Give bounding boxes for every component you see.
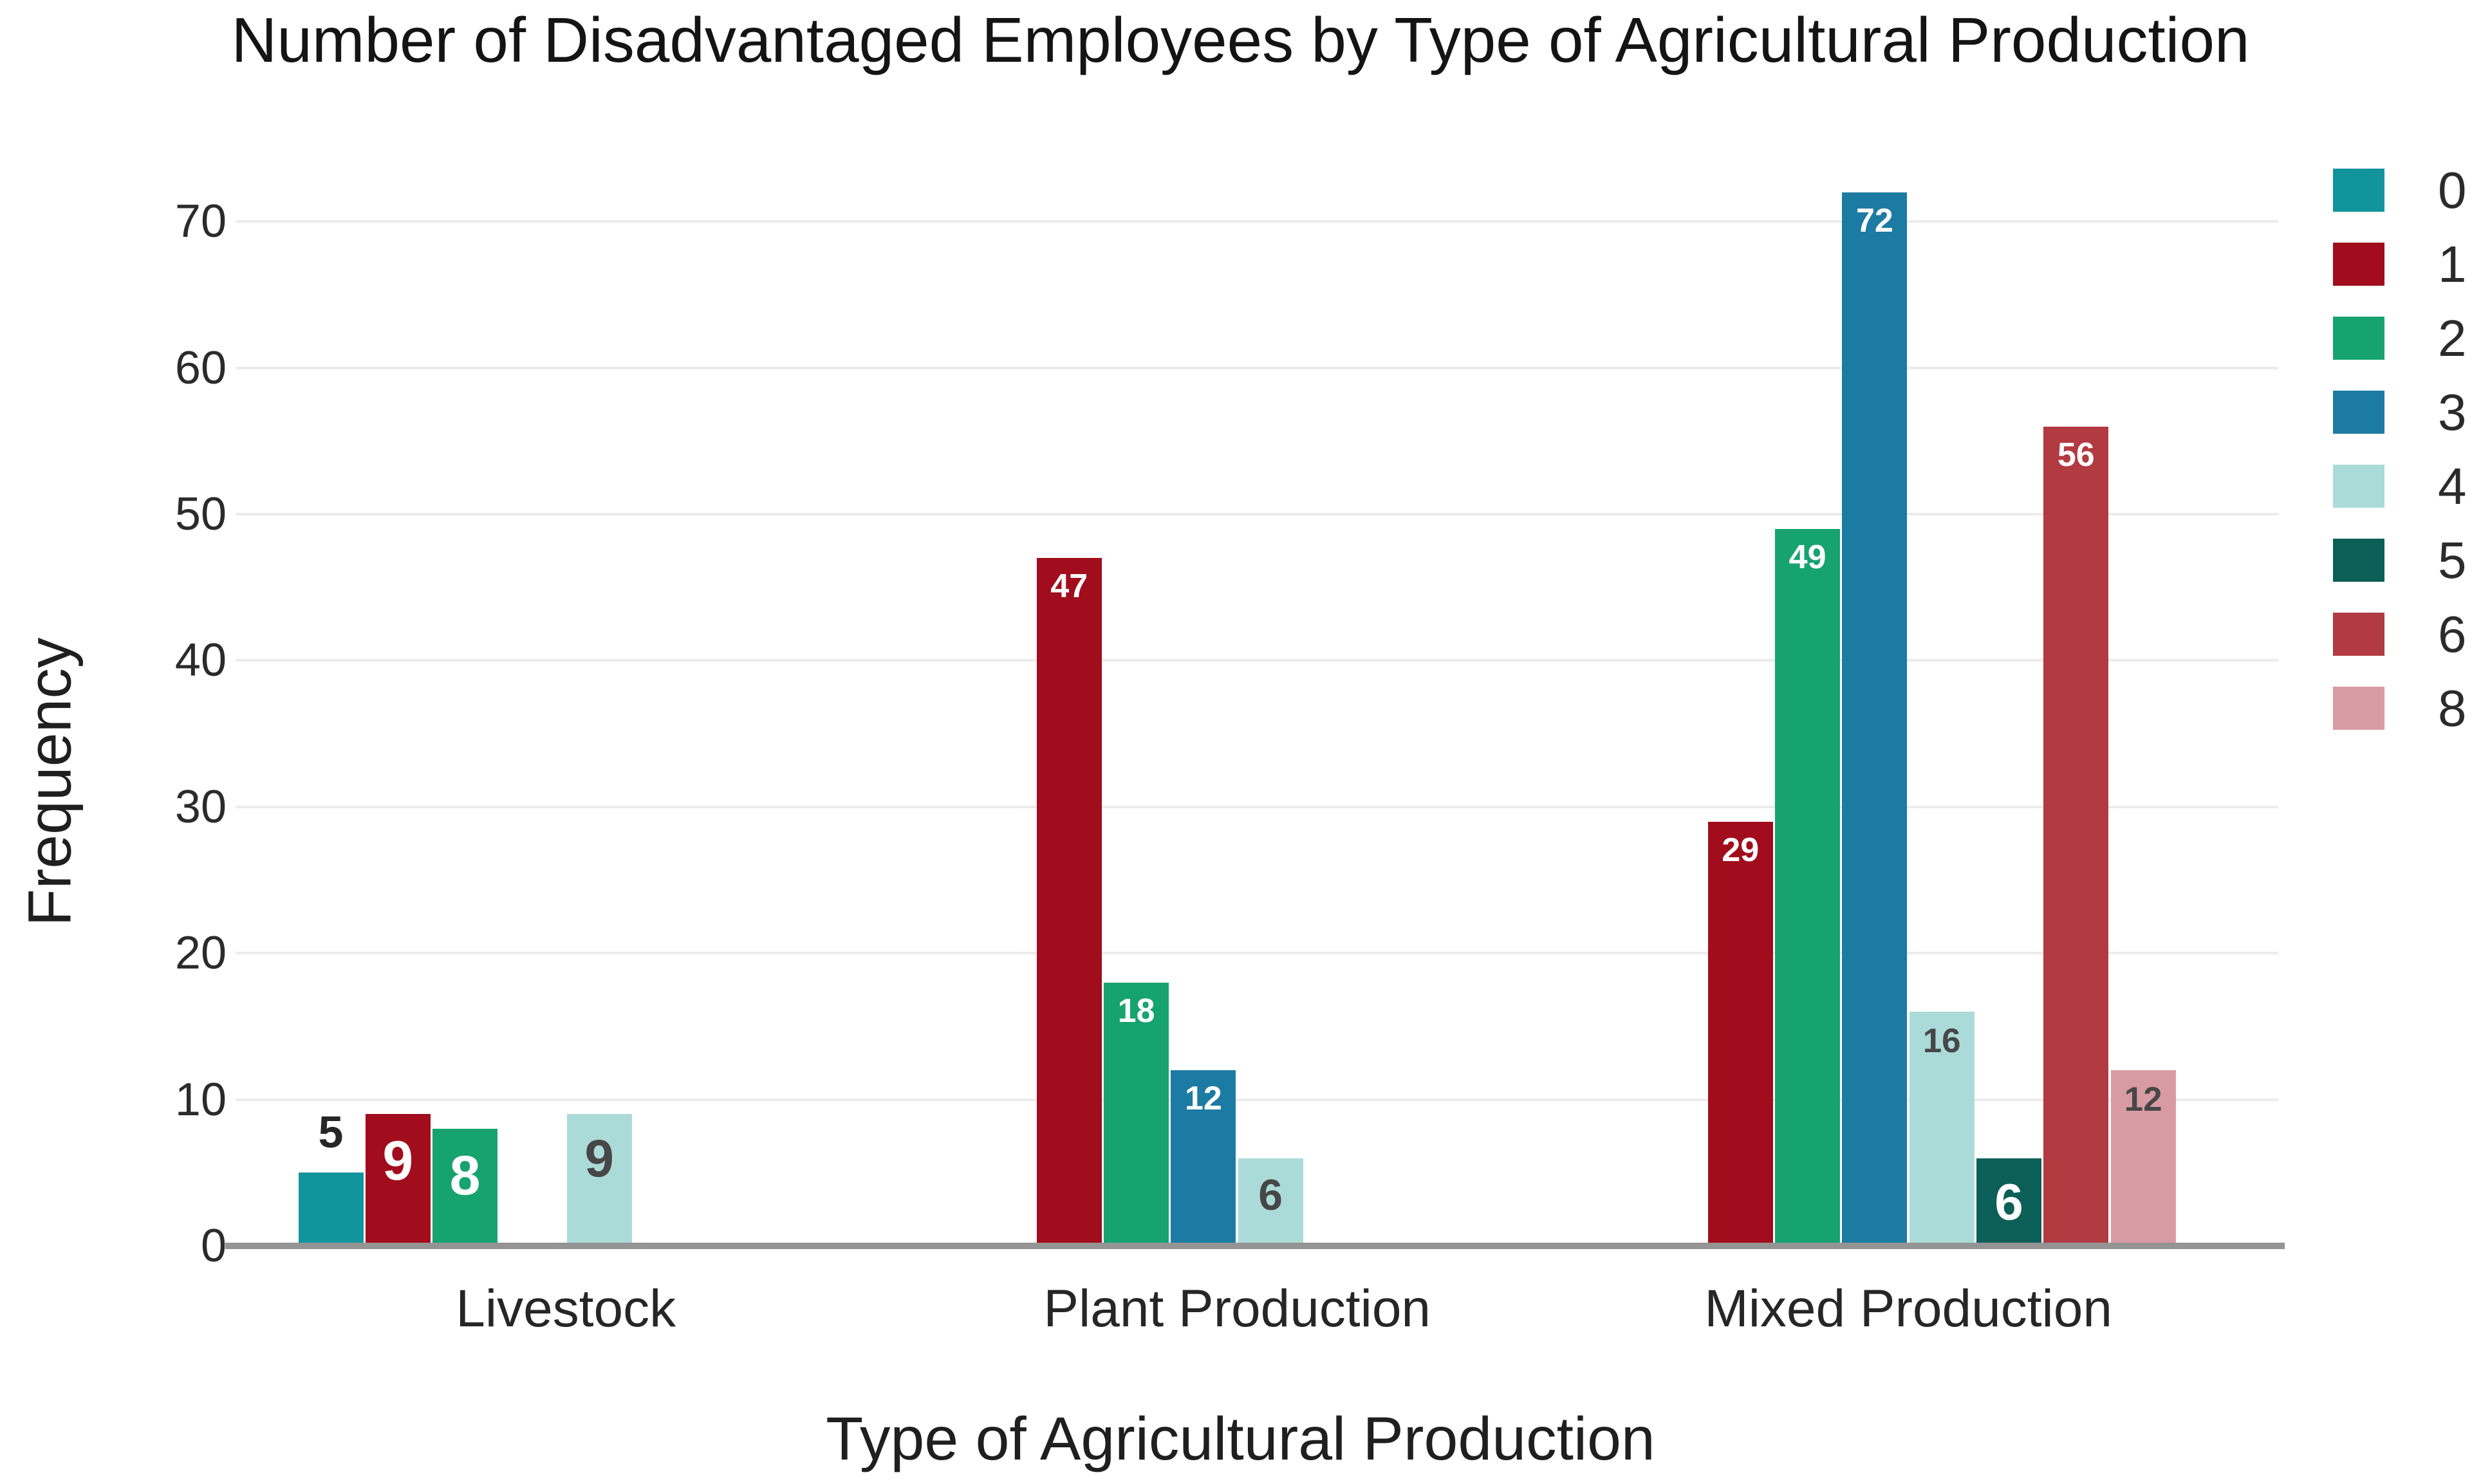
- bar-value-label: 47: [1050, 568, 1088, 606]
- bar-value-label: 18: [1117, 992, 1155, 1030]
- legend-swatch-4: [2333, 465, 2384, 508]
- x-tick-label-mixed-production: Mixed Production: [1704, 1279, 2112, 1338]
- legend-label-6: 6: [2438, 605, 2467, 663]
- legend-label-5: 5: [2438, 531, 2467, 589]
- y-tick-label-20: 20: [174, 927, 227, 979]
- bar-livestock-h2: [432, 1129, 498, 1249]
- bar-mixed-production-h8: [2110, 1070, 2176, 1249]
- bar-mixed-production-h3: [1842, 192, 1908, 1249]
- y-tick-label-60: 60: [174, 342, 227, 394]
- gridline-y40: [236, 659, 2278, 662]
- bar-value-label: 6: [1994, 1173, 2023, 1230]
- bar-value-label: 9: [382, 1130, 414, 1192]
- legend-swatch-8: [2333, 687, 2384, 730]
- legend-label-4: 4: [2438, 457, 2467, 515]
- gridline-y20: [236, 952, 2278, 955]
- legend-label-8: 8: [2438, 679, 2467, 737]
- y-tick-label-70: 70: [174, 196, 227, 248]
- bar-plant-production-h4: [1238, 1158, 1303, 1249]
- bar-mixed-production-h6: [2043, 426, 2109, 1249]
- legend-label-0: 0: [2438, 161, 2467, 219]
- bar-mixed-production-h4: [1909, 1012, 1975, 1249]
- x-axis-title: Type of Agricultural Production: [826, 1405, 1655, 1473]
- legend-swatch-0: [2333, 169, 2384, 212]
- x-axis-line: [225, 1243, 2285, 1249]
- x-tick-label-livestock: Livestock: [456, 1279, 676, 1338]
- bar-mixed-production-h5: [1976, 1158, 2041, 1249]
- legend-label-1: 1: [2438, 235, 2467, 293]
- bar-livestock-h0: [298, 1173, 364, 1249]
- y-tick-label-50: 50: [174, 488, 227, 540]
- legend-label-3: 3: [2438, 383, 2467, 441]
- legend-swatch-6: [2333, 613, 2384, 656]
- bar-value-label: 72: [1855, 201, 1893, 239]
- bar-plant-production-h2: [1104, 982, 1169, 1249]
- legend-label-2: 2: [2438, 309, 2467, 367]
- bar-value-label: 49: [1789, 538, 1826, 576]
- bar-value-label: 6: [1258, 1171, 1283, 1220]
- bar-livestock-h1: [365, 1114, 431, 1249]
- bar-livestock-h4: [566, 1114, 632, 1249]
- bar-value-label: 12: [2124, 1080, 2162, 1118]
- legend-swatch-1: [2333, 243, 2384, 286]
- y-tick-label-10: 10: [174, 1073, 227, 1126]
- y-tick-label-0: 0: [200, 1220, 227, 1272]
- gridline-y60: [236, 366, 2278, 369]
- legend-swatch-5: [2333, 539, 2384, 582]
- legend-swatch-3: [2333, 391, 2384, 434]
- bar-value-label: 16: [1922, 1021, 1961, 1060]
- chart-title: Number of Disadvantaged Employees by Typ…: [231, 5, 2250, 75]
- bar-value-label: 8: [449, 1145, 481, 1207]
- y-tick-label-40: 40: [174, 635, 227, 687]
- x-tick-label-plant-production: Plant Production: [1043, 1279, 1431, 1338]
- gridline-y50: [236, 513, 2278, 515]
- bar-value-label: 56: [2057, 436, 2095, 474]
- bar-value-label: 12: [1184, 1080, 1222, 1118]
- bar-plant-production-h1: [1036, 558, 1102, 1249]
- bar-mixed-production-h2: [1775, 528, 1841, 1249]
- gridline-y30: [236, 805, 2278, 808]
- bar-value-label: 29: [1722, 831, 1760, 869]
- bar-value-label: 5: [318, 1107, 344, 1158]
- legend-swatch-2: [2333, 317, 2384, 360]
- y-tick-label-30: 30: [174, 781, 227, 833]
- bar-mixed-production-h1: [1707, 821, 1773, 1249]
- bar-value-label: 9: [584, 1129, 614, 1189]
- gridline-y70: [236, 220, 2278, 223]
- bar-plant-production-h3: [1171, 1070, 1236, 1249]
- gridline-y10: [236, 1098, 2278, 1101]
